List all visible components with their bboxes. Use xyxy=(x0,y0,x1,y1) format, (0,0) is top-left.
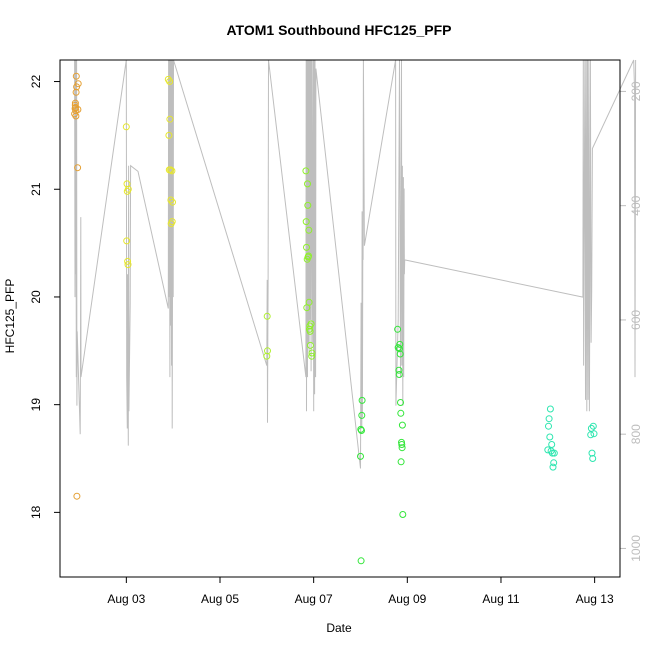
data-point xyxy=(124,257,132,265)
data-point xyxy=(73,492,81,500)
y-tick-label: 21 xyxy=(29,182,43,196)
data-point xyxy=(123,237,131,245)
data-points xyxy=(71,72,598,565)
data-point xyxy=(74,164,82,172)
x-axis-label: Date xyxy=(326,621,352,635)
data-point xyxy=(395,366,403,374)
data-point xyxy=(358,396,366,404)
data-point xyxy=(72,112,80,120)
data-point xyxy=(548,441,556,448)
data-point xyxy=(166,78,174,85)
data-point xyxy=(397,409,405,417)
data-point xyxy=(399,511,407,518)
x-tick-label: Aug 03 xyxy=(107,592,145,606)
data-point xyxy=(264,347,271,355)
data-point xyxy=(358,427,365,434)
data-point xyxy=(71,99,79,107)
data-point xyxy=(167,196,175,204)
x-axis-ticks: Aug 03 Aug 05 Aug 07 Aug 09 Aug 11 Aug 13 xyxy=(107,577,614,606)
data-point xyxy=(168,167,176,175)
data-point xyxy=(306,327,314,335)
data-point xyxy=(305,298,313,306)
data-point xyxy=(263,312,271,320)
x-tick-label: Aug 05 xyxy=(201,592,239,606)
y-axis-label: HFC125_PFP xyxy=(3,279,17,354)
data-point xyxy=(398,444,406,452)
x-tick-label: Aug 09 xyxy=(388,592,426,606)
data-point xyxy=(302,218,310,226)
data-point xyxy=(304,201,312,209)
data-point xyxy=(358,411,366,419)
data-point xyxy=(168,218,176,226)
secondary-series-line xyxy=(74,59,637,469)
data-point xyxy=(550,459,558,467)
y-right-tick-label: 800 xyxy=(629,424,643,444)
data-point xyxy=(308,349,316,357)
data-point xyxy=(166,115,174,123)
data-point xyxy=(169,198,176,206)
data-point xyxy=(305,226,313,234)
data-point xyxy=(357,557,365,565)
data-point xyxy=(357,452,364,460)
data-point xyxy=(398,421,406,429)
y-right-axis-ticks: 200 400 600 800 1000 xyxy=(620,81,643,562)
data-point xyxy=(546,433,554,441)
data-point xyxy=(124,261,132,269)
y-axis-ticks: 18 19 20 21 22 xyxy=(29,75,60,519)
y-right-tick-label: 1000 xyxy=(629,535,643,562)
data-point xyxy=(398,441,406,448)
data-point xyxy=(548,449,556,457)
data-point xyxy=(308,352,316,360)
y-tick-label: 18 xyxy=(29,505,43,519)
data-point xyxy=(544,446,552,454)
y-tick-label: 20 xyxy=(29,290,43,304)
y-right-tick-label: 600 xyxy=(629,310,643,330)
data-point xyxy=(550,449,558,457)
data-point xyxy=(396,340,404,348)
y-right-tick-label: 400 xyxy=(629,195,643,215)
secondary-series-lines xyxy=(74,59,637,469)
x-tick-label: Aug 13 xyxy=(576,592,614,606)
data-point xyxy=(396,345,403,353)
x-tick-label: Aug 07 xyxy=(295,592,333,606)
data-point xyxy=(588,449,596,457)
data-point xyxy=(74,106,82,113)
data-point xyxy=(165,131,173,139)
data-point xyxy=(397,399,404,406)
data-point xyxy=(72,88,80,96)
plot-frame xyxy=(59,59,621,578)
data-point xyxy=(303,243,310,251)
data-point xyxy=(394,325,402,333)
data-point xyxy=(305,252,312,260)
data-point xyxy=(263,352,271,360)
data-point xyxy=(304,180,311,188)
data-point xyxy=(357,425,365,433)
data-point xyxy=(124,185,132,193)
y-tick-label: 19 xyxy=(29,398,43,412)
data-point xyxy=(549,463,557,471)
data-point xyxy=(72,103,80,111)
data-point xyxy=(72,72,80,80)
data-point xyxy=(122,123,130,131)
data-point xyxy=(395,371,403,378)
data-point xyxy=(397,458,405,466)
chart-title: ATOM1 Southbound HFC125_PFP xyxy=(226,22,451,38)
data-point xyxy=(589,455,597,462)
data-point xyxy=(307,320,315,328)
data-point xyxy=(545,422,552,430)
data-point xyxy=(396,350,404,358)
data-point xyxy=(545,415,553,423)
data-point xyxy=(590,430,598,438)
data-point xyxy=(589,422,597,430)
y-right-tick-label: 200 xyxy=(629,81,643,101)
y-tick-label: 22 xyxy=(29,75,43,89)
data-point xyxy=(546,405,554,413)
data-point xyxy=(74,80,82,88)
data-point xyxy=(306,341,314,349)
x-tick-label: Aug 11 xyxy=(482,592,519,606)
data-point xyxy=(302,167,310,175)
data-point xyxy=(167,166,175,174)
